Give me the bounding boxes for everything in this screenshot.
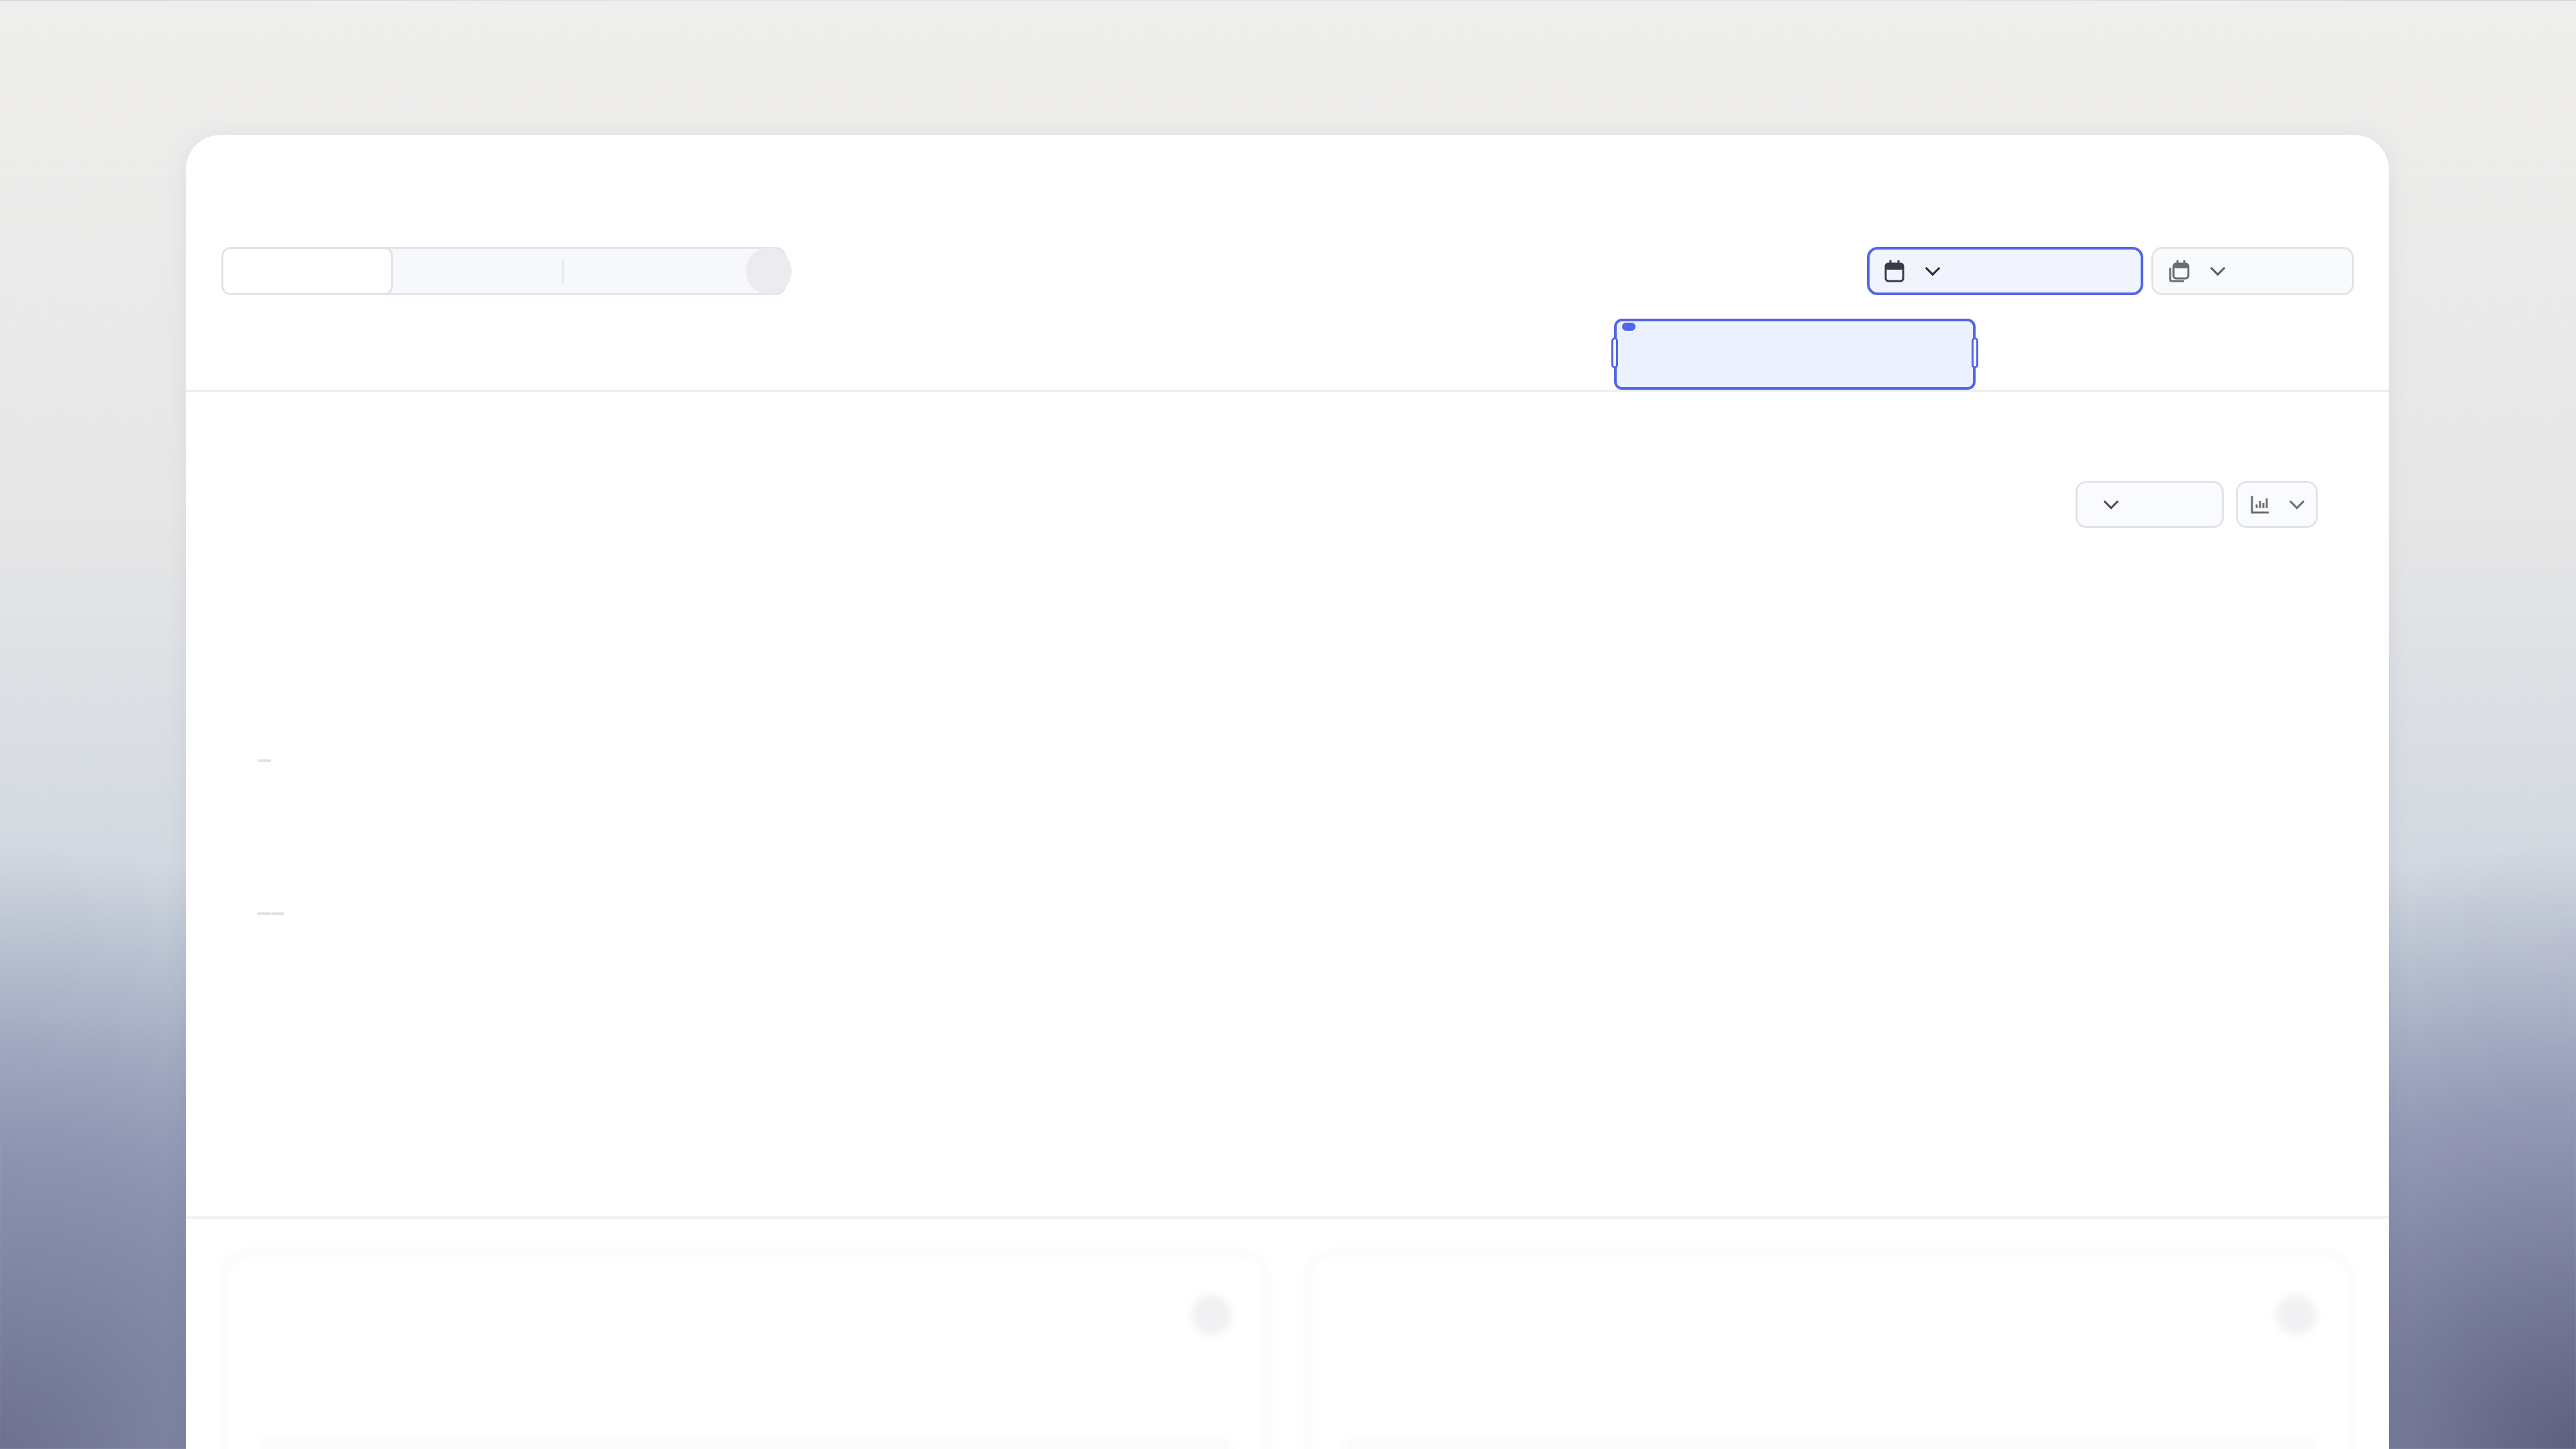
timeline-scrubber[interactable] xyxy=(186,316,2389,391)
view-tabs xyxy=(221,247,786,295)
insight-item xyxy=(221,579,892,587)
money-out-card-more-button[interactable] xyxy=(2276,1295,2316,1335)
chevron-down-icon xyxy=(2210,260,2226,276)
money-out-card xyxy=(1306,1252,2353,1449)
timeline-baseline xyxy=(186,390,2389,392)
insight-body xyxy=(258,889,892,926)
column-header xyxy=(1344,1436,1668,1449)
chevron-down-icon xyxy=(2103,494,2119,510)
entity-chip[interactable] xyxy=(271,912,284,915)
tab-overview[interactable] xyxy=(221,247,393,295)
chevron-down-icon xyxy=(1925,260,1941,276)
section-divider xyxy=(186,1216,2389,1219)
entity-chip[interactable] xyxy=(258,759,271,762)
calendar-icon xyxy=(1884,260,1904,282)
calendar-stack-icon xyxy=(2169,260,2190,282)
granularity-dropdown[interactable] xyxy=(2076,481,2224,528)
compare-to-button[interactable] xyxy=(2151,247,2354,295)
column-header xyxy=(1668,1436,1992,1449)
column-header xyxy=(1992,1436,2316,1449)
money-in-table-header xyxy=(259,1436,1232,1449)
bar-chart-icon xyxy=(2251,496,2269,514)
money-in-card xyxy=(221,1252,1268,1449)
selection-handle-left[interactable] xyxy=(1611,337,1618,368)
entity-chip[interactable] xyxy=(258,912,271,915)
tab-money-in[interactable] xyxy=(393,249,562,293)
more-options-button[interactable] xyxy=(746,248,792,294)
chevron-down-icon xyxy=(2289,494,2305,510)
money-in-card-more-button[interactable] xyxy=(1191,1295,1232,1335)
money-out-table-header xyxy=(1344,1436,2316,1449)
selection-range-label xyxy=(1622,323,1635,331)
tab-separator xyxy=(562,259,564,283)
selection-handle-right[interactable] xyxy=(1972,337,1978,368)
insight-body xyxy=(258,736,892,773)
column-header xyxy=(745,1436,1232,1449)
insight-item xyxy=(221,881,892,926)
cashflow-chart[interactable] xyxy=(924,685,2389,1329)
insight-item xyxy=(221,728,892,773)
chart-type-dropdown[interactable] xyxy=(2236,481,2318,528)
date-range-button[interactable] xyxy=(1867,247,2143,295)
timeline-selection[interactable] xyxy=(1611,319,1978,390)
column-header xyxy=(259,1436,745,1449)
insights-card xyxy=(186,135,2389,1449)
